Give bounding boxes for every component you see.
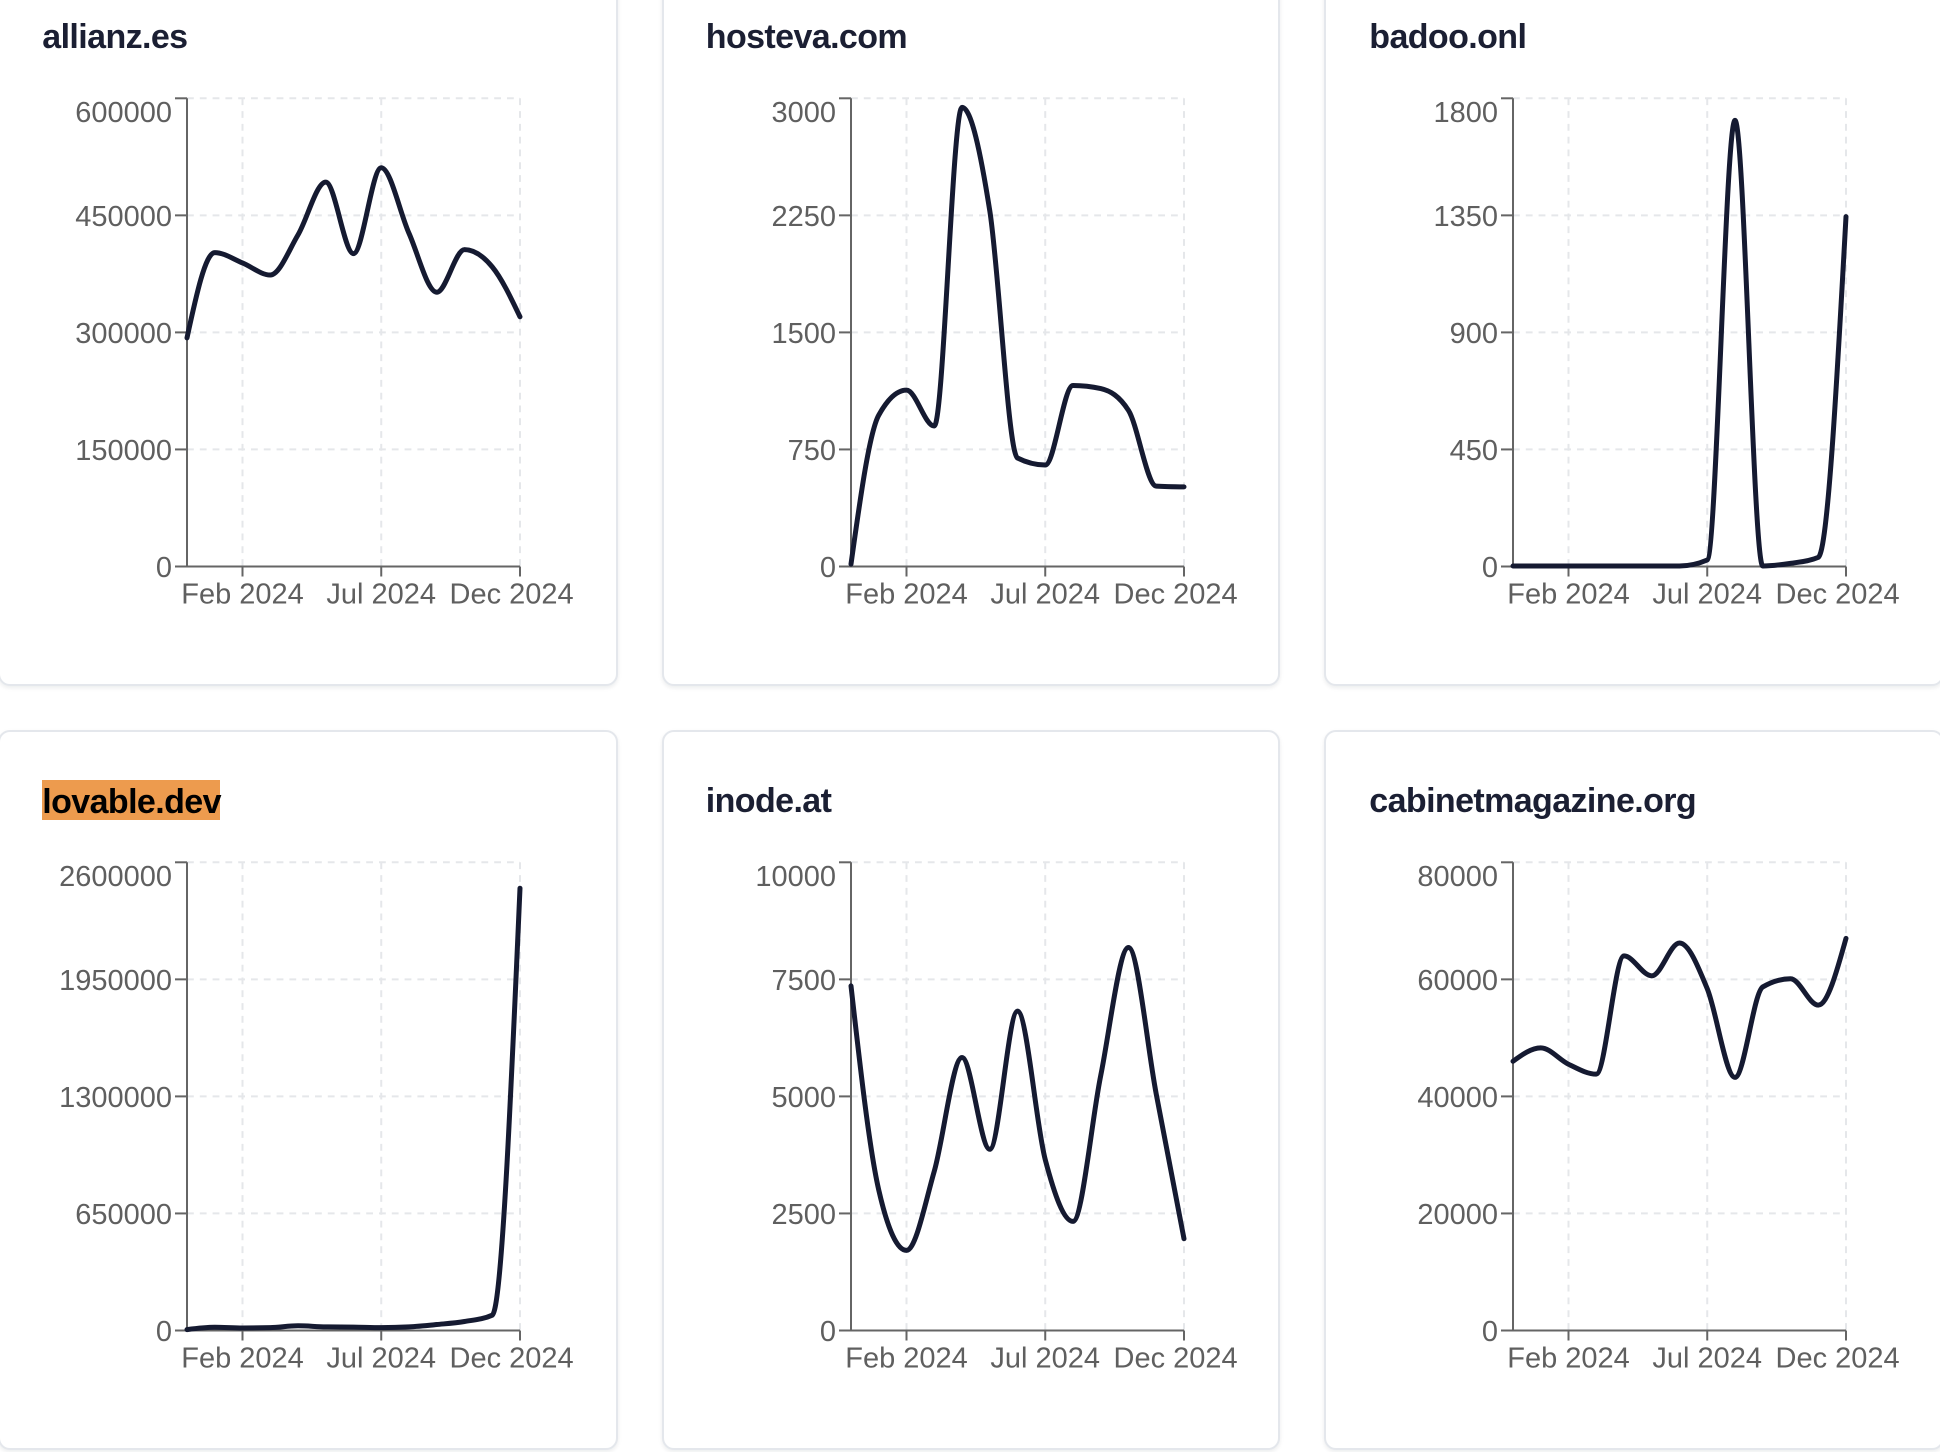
svg-text:650000: 650000 — [75, 1198, 172, 1230]
svg-text:300000: 300000 — [75, 317, 172, 349]
svg-text:1300000: 1300000 — [59, 1081, 172, 1113]
svg-text:600000: 600000 — [75, 96, 172, 128]
svg-text:Jul 2024: Jul 2024 — [1653, 578, 1763, 610]
svg-text:1350: 1350 — [1434, 200, 1498, 232]
svg-text:0: 0 — [1482, 1315, 1498, 1347]
svg-text:1950000: 1950000 — [59, 964, 172, 996]
svg-text:Feb 2024: Feb 2024 — [844, 1342, 966, 1374]
svg-text:Jul 2024: Jul 2024 — [989, 1342, 1099, 1374]
svg-text:Feb 2024: Feb 2024 — [181, 578, 303, 610]
svg-text:Feb 2024: Feb 2024 — [1508, 578, 1630, 610]
svg-text:Feb 2024: Feb 2024 — [844, 578, 966, 610]
svg-text:Dec 2024: Dec 2024 — [1776, 1342, 1900, 1374]
svg-text:1800: 1800 — [1434, 96, 1498, 128]
svg-text:Dec 2024: Dec 2024 — [449, 1342, 573, 1374]
svg-text:0: 0 — [819, 551, 835, 583]
svg-text:Dec 2024: Dec 2024 — [1776, 578, 1900, 610]
svg-text:450000: 450000 — [75, 200, 172, 232]
svg-text:Jul 2024: Jul 2024 — [989, 578, 1099, 610]
svg-text:1500: 1500 — [771, 317, 835, 349]
svg-text:150000: 150000 — [75, 434, 172, 466]
svg-text:Dec 2024: Dec 2024 — [449, 578, 573, 610]
svg-text:80000: 80000 — [1418, 860, 1499, 892]
svg-text:0: 0 — [155, 1315, 171, 1347]
svg-text:60000: 60000 — [1418, 964, 1499, 996]
svg-text:5000: 5000 — [771, 1081, 835, 1113]
svg-text:40000: 40000 — [1418, 1081, 1499, 1113]
svg-text:20000: 20000 — [1418, 1198, 1499, 1230]
svg-text:Feb 2024: Feb 2024 — [181, 1342, 303, 1374]
svg-text:2500: 2500 — [771, 1198, 835, 1230]
svg-text:450: 450 — [1450, 434, 1498, 466]
svg-text:Feb 2024: Feb 2024 — [1508, 1342, 1630, 1374]
svg-text:Jul 2024: Jul 2024 — [326, 578, 436, 610]
svg-text:0: 0 — [1482, 551, 1498, 583]
svg-text:900: 900 — [1450, 317, 1498, 349]
svg-text:10000: 10000 — [754, 860, 835, 892]
svg-text:Jul 2024: Jul 2024 — [1653, 1342, 1763, 1374]
svg-text:750: 750 — [787, 434, 835, 466]
svg-text:7500: 7500 — [771, 964, 835, 996]
svg-text:3000: 3000 — [771, 96, 835, 128]
svg-text:2250: 2250 — [771, 200, 835, 232]
svg-text:Jul 2024: Jul 2024 — [326, 1342, 436, 1374]
svg-text:0: 0 — [819, 1315, 835, 1347]
svg-text:0: 0 — [155, 551, 171, 583]
svg-text:Dec 2024: Dec 2024 — [1113, 1342, 1237, 1374]
svg-text:Dec 2024: Dec 2024 — [1113, 578, 1237, 610]
svg-text:2600000: 2600000 — [59, 860, 172, 892]
